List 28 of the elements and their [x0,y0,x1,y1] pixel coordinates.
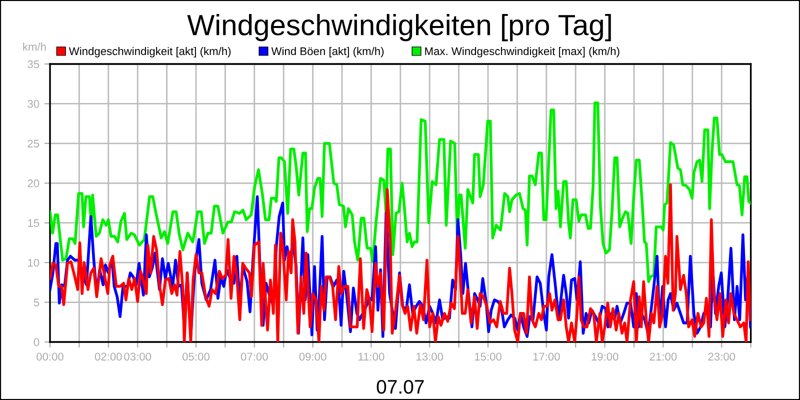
x-tick-label: 03:00 [124,352,152,361]
y-axis-title: km/h [23,42,46,51]
y-tick-label: 10 [28,258,40,267]
y-tick-label: 20 [28,179,40,188]
x-tick-label: 09:00 [299,352,326,361]
x-tick-label: 19:00 [592,352,618,361]
x-tick-label: 17:00 [533,352,560,361]
x-axis-title: 07.07 [376,380,424,394]
y-tick-label: 30 [28,100,40,108]
y-tick-label: 15 [28,219,40,227]
x-tick-label: 13:00 [416,352,444,361]
x-tick-label: 00:00 [36,352,64,361]
x-tick-label: 05:00 [182,352,210,361]
line-series [50,102,751,284]
legend-label: Windgeschwindigkeit [akt] (km/h) [68,46,231,58]
x-tick-label: 11:00 [358,352,384,361]
x-tick-label: 23:00 [708,352,736,361]
legend-label: Max. Windgeschwindigkeit [max] (km/h) [425,46,620,58]
y-tick-label: 5 [34,298,40,306]
x-tick-label: 02:00 [94,352,122,361]
chart-title: Windgeschwindigkeiten [pro Tag] [187,14,611,42]
legend-label: Wind Böen [akt] (km/h) [271,46,384,58]
y-tick-label: 25 [28,140,40,148]
y-tick-label: 35 [28,60,40,68]
x-tick-label: 15:00 [474,352,502,361]
y-tick-label: 0 [34,338,40,346]
x-tick-label: 07:00 [240,352,268,361]
x-tick-label: 21:00 [650,352,677,361]
